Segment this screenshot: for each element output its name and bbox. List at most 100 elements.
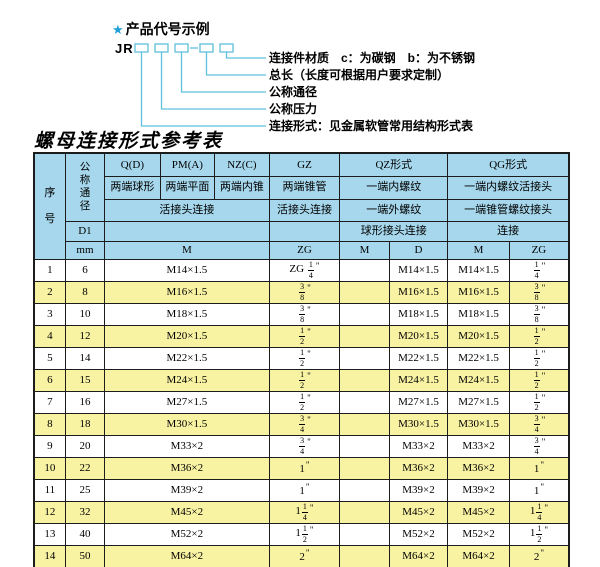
empty-cell [104, 220, 270, 242]
table-row: 7 16 M27×1.5 1 2 " M27×1.5 M27×1.5 1 2 " [33, 390, 570, 414]
zg-thread-cell: ZG 1 4 " [268, 258, 341, 282]
qg-m-cell: M24×1.5 [447, 368, 510, 392]
zg-thread-cell: 2" [268, 544, 341, 567]
qg-m-cell: M27×1.5 [447, 390, 510, 414]
serial-cell: 4 [33, 324, 66, 348]
m-thread-cell: M39×2 [104, 478, 270, 502]
m-thread-cell: M45×2 [104, 500, 270, 524]
star-icon: ★ [112, 22, 124, 37]
m-thread-cell: M18×1.5 [104, 302, 270, 326]
zg-thread-cell: 1 1 2 " [268, 522, 341, 546]
qz-d-cell: M45×2 [388, 500, 449, 524]
code-box-1 [134, 43, 149, 53]
pointer-line-pressure [160, 52, 266, 110]
col-header-nz: NZ(C) [214, 152, 270, 177]
dn-cell: 12 [64, 324, 106, 348]
qz-d-cell: M24×1.5 [388, 368, 449, 392]
col-header-qg-zg: ZG [508, 240, 570, 260]
table-row: 4 12 M20×1.5 1 2 " M20×1.5 M20×1.5 1 2 " [33, 324, 570, 348]
qz-m-cell [339, 346, 390, 370]
col-header-qz-m: M [339, 240, 390, 260]
qg-zg-cell: 1" [508, 478, 570, 502]
zg-thread-cell: 3 8 " [268, 302, 341, 326]
dn-cell: 40 [64, 522, 106, 546]
serial-cell: 1 [33, 258, 66, 282]
zg-thread-cell: 3 4 " [268, 434, 341, 458]
serial-cell: 5 [33, 346, 66, 370]
dn-cell: 16 [64, 390, 106, 414]
serial-cell: 10 [33, 456, 66, 480]
conn-gz: 活接头连接 [268, 198, 341, 222]
qg-zg-cell: 3 8 " [508, 302, 570, 326]
qz-m-cell [339, 456, 390, 480]
dn-cell: 25 [64, 478, 106, 502]
qg-m-cell: M20×1.5 [447, 324, 510, 348]
col-header-qg: QG形式 [447, 152, 570, 177]
serial-cell: 9 [33, 434, 66, 458]
dn-cell: 50 [64, 544, 106, 567]
table-row: 5 14 M22×1.5 1 2 " M22×1.5 M22×1.5 1 2 " [33, 346, 570, 370]
qg-zg-cell: 1 2 " [508, 368, 570, 392]
table-row: 10 22 M36×2 1" M36×2 M36×2 1" [33, 456, 570, 480]
table-row: 1 6 M14×1.5 ZG 1 4 " M14×1.5 M14×1.5 1 4 " [33, 258, 570, 282]
code-box-4 [199, 43, 214, 53]
empty-cell [268, 220, 341, 242]
qz-m-cell [339, 522, 390, 546]
dn-cell: 32 [64, 500, 106, 524]
m-thread-cell: M30×1.5 [104, 412, 270, 436]
col-header-m: M [104, 240, 270, 260]
qg-m-cell: M45×2 [447, 500, 510, 524]
table-row: 12 32 M45×2 1 1 4 " M45×2 M45×2 1 1 4 " [33, 500, 570, 524]
dn-cell: 20 [64, 434, 106, 458]
qz-m-cell [339, 434, 390, 458]
desc2-qz: 一端外螺纹 [339, 198, 449, 222]
reference-table: 序号 公称通径 Q(D) PM(A) NZ(C) GZ QZ形式 QG形式 两端… [33, 152, 570, 567]
col-header-qz-d: D [388, 240, 449, 260]
col-header-qg-m: M [447, 240, 510, 260]
diagram-title-text: 产品代号示例 [125, 21, 210, 37]
serial-cell: 14 [33, 544, 66, 567]
qz-m-cell [339, 412, 390, 436]
m-thread-cell: M64×2 [104, 544, 270, 567]
table-row: 8 18 M30×1.5 3 4 " M30×1.5 M30×1.5 3 4 " [33, 412, 570, 436]
qg-zg-cell: 3 8 " [508, 280, 570, 304]
code-label-material: 连接件材质 c：为碳钢 b：为不锈钢 [269, 51, 476, 65]
serial-cell: 3 [33, 302, 66, 326]
serial-cell: 8 [33, 412, 66, 436]
dn-cell: 18 [64, 412, 106, 436]
dn-cell: 22 [64, 456, 106, 480]
dn-cell: 10 [64, 302, 106, 326]
col-header-pm: PM(A) [159, 152, 216, 177]
qz-d-cell: M36×2 [388, 456, 449, 480]
qg-m-cell: M14×1.5 [447, 258, 510, 282]
qg-m-cell: M33×2 [447, 434, 510, 458]
qg-zg-cell: 1" [508, 456, 570, 480]
m-thread-cell: M16×1.5 [104, 280, 270, 304]
serial-cell: 2 [33, 280, 66, 304]
qg-zg-cell: 1 1 2 " [508, 522, 570, 546]
desc2-qg: 一端锥管螺纹接头 [447, 198, 570, 222]
qz-d-cell: M64×2 [388, 544, 449, 567]
qz-m-cell [339, 390, 390, 414]
qz-d-cell: M39×2 [388, 478, 449, 502]
dn-cell: 14 [64, 346, 106, 370]
qg-zg-cell: 1 1 4 " [508, 500, 570, 524]
qg-zg-cell: 1 2 " [508, 324, 570, 348]
serial-cell: 13 [33, 522, 66, 546]
zg-thread-cell: 1" [268, 456, 341, 480]
table-title: 螺母连接形式参考表 [34, 131, 224, 152]
m-thread-cell: M14×1.5 [104, 258, 270, 282]
zg-thread-cell: 1 1 4 " [268, 500, 341, 524]
qz-m-cell [339, 478, 390, 502]
desc-q: 两端球形 [104, 175, 161, 200]
m-thread-cell: M36×2 [104, 456, 270, 480]
zg-thread-cell: 3 8 " [268, 280, 341, 304]
code-label-pressure: 公称压力 [269, 102, 318, 116]
qz-d-cell: M20×1.5 [388, 324, 449, 348]
qz-m-cell [339, 368, 390, 392]
qz-m-cell [339, 324, 390, 348]
m-thread-cell: M27×1.5 [104, 390, 270, 414]
pointer-line-form [140, 52, 266, 127]
code-box-2 [154, 43, 169, 53]
